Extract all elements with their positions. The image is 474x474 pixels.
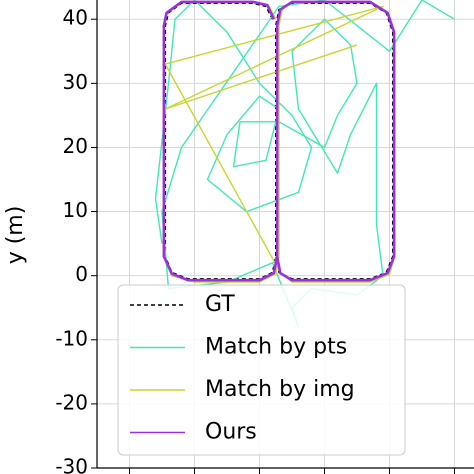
legend-label: Match by img [205,377,355,402]
trajectory [162,0,396,283]
legend-box [117,284,406,456]
y-tick-label: -20 [55,390,88,414]
y-tick-label: 30 [63,70,88,94]
trajectory [162,0,396,282]
y-tick-label: 0 [75,262,88,286]
y-tick-label: 20 [63,134,88,158]
y-axis-label: y (m) [3,206,28,265]
y-tick-label: 10 [63,198,88,222]
legend-label: Match by pts [205,335,347,360]
y-tick-label: -30 [55,455,88,474]
y-tick-label: 40 [63,6,88,30]
y-tick-label: -10 [55,326,88,350]
legend-label: GT [205,292,235,317]
trajectory [154,0,455,328]
legend: GT Match by pts Match by img Ours [117,284,406,456]
legend-label: Ours [205,420,257,445]
